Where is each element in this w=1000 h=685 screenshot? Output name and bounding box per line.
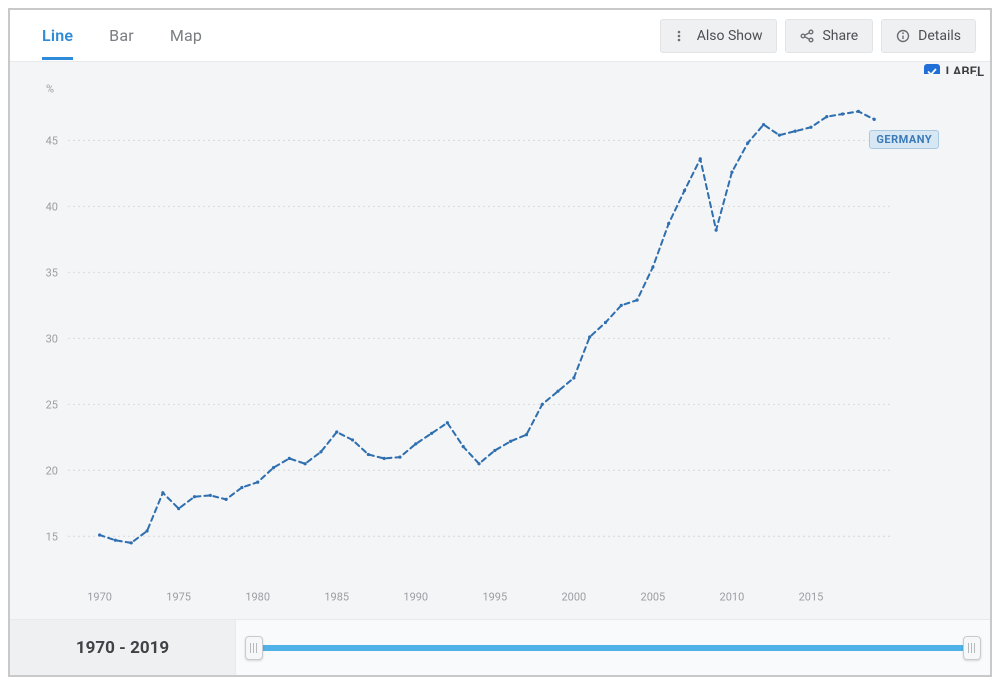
view-tabs: Line Bar Map — [24, 12, 202, 60]
also-show-button[interactable]: Also Show — [660, 19, 778, 53]
svg-text:2015: 2015 — [799, 591, 824, 604]
svg-text:30: 30 — [46, 332, 58, 345]
svg-text:45: 45 — [46, 134, 58, 147]
tab-bar[interactable]: Bar — [109, 12, 134, 60]
series-label-pill[interactable]: GERMANY — [869, 130, 939, 149]
svg-text:1985: 1985 — [324, 591, 349, 604]
svg-text:20: 20 — [46, 464, 58, 477]
svg-text:25: 25 — [46, 398, 58, 411]
also-show-label: Also Show — [697, 28, 763, 44]
svg-text:2010: 2010 — [720, 591, 745, 604]
share-label: Share — [822, 28, 858, 44]
chart-area: LABEL %152025303540451970197519801985199… — [10, 62, 990, 619]
top-bar: Line Bar Map Also Show Share — [10, 10, 990, 62]
slider-handle-left[interactable] — [245, 636, 263, 660]
app-frame: Line Bar Map Also Show Share — [8, 8, 992, 677]
svg-text:40: 40 — [46, 200, 58, 213]
svg-text:2000: 2000 — [561, 591, 586, 604]
svg-text:15: 15 — [46, 530, 58, 543]
time-slider-row: 1970 - 2019 — [10, 619, 990, 675]
svg-text:1980: 1980 — [245, 591, 270, 604]
svg-text:2005: 2005 — [641, 591, 666, 604]
tab-line[interactable]: Line — [42, 12, 73, 60]
svg-text:1990: 1990 — [403, 591, 428, 604]
slider-track — [254, 645, 972, 651]
svg-text:1995: 1995 — [482, 591, 507, 604]
svg-text:1975: 1975 — [166, 591, 191, 604]
slider-handle-right[interactable] — [963, 636, 981, 660]
range-label: 1970 - 2019 — [10, 620, 236, 675]
tab-map[interactable]: Map — [170, 12, 202, 60]
details-button[interactable]: Details — [881, 19, 976, 53]
info-icon — [896, 29, 910, 43]
share-icon — [800, 29, 814, 43]
toolbar: Also Show Share Details — [660, 19, 976, 53]
range-slider[interactable] — [236, 620, 990, 675]
svg-text:1970: 1970 — [87, 591, 112, 604]
chart-canvas[interactable]: % 15 20 25 30 35 40 45 1970 1975 1980 1985 1990 1995 2… — [24, 74, 976, 611]
svg-text:%: % — [46, 82, 54, 95]
svg-text:35: 35 — [46, 266, 58, 279]
share-button[interactable]: Share — [785, 19, 873, 53]
details-label: Details — [918, 28, 961, 44]
slider-fill — [254, 645, 972, 651]
kebab-icon — [675, 29, 689, 43]
